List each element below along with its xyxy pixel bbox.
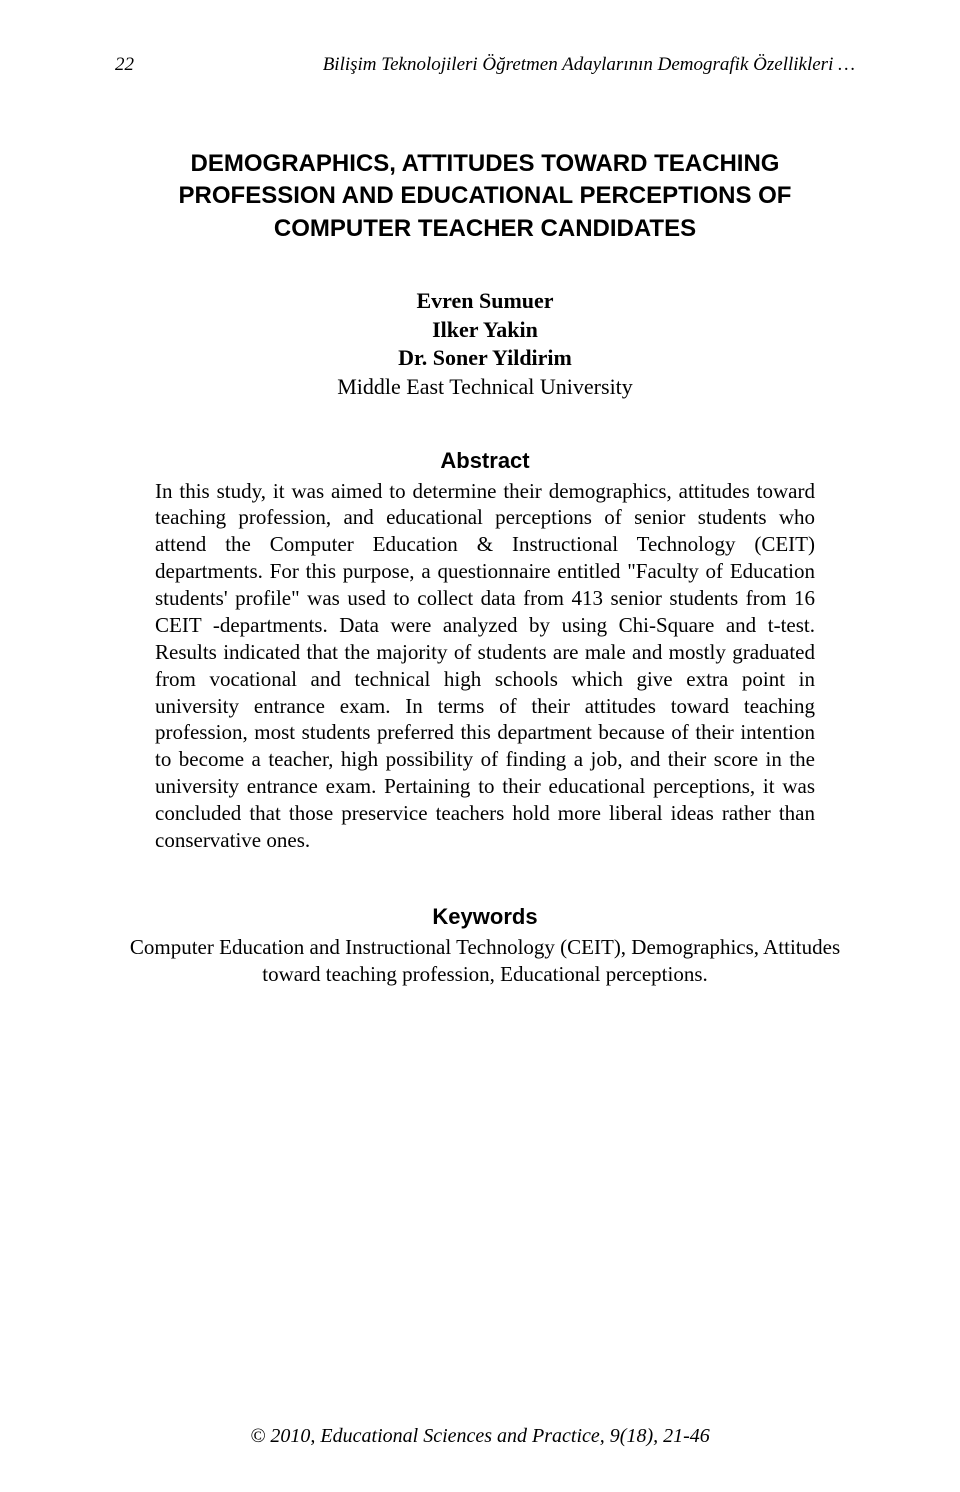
author-affiliation: Middle East Technical University	[115, 373, 855, 402]
author-name-3: Dr. Soner Yildirim	[115, 344, 855, 373]
author-name-1: Evren Sumuer	[115, 287, 855, 316]
author-name-2: Ilker Yakin	[115, 316, 855, 345]
running-title: Bilişim Teknolojileri Öğretmen Adayların…	[323, 54, 855, 76]
running-header: 22 Bilişim Teknolojileri Öğretmen Adayla…	[115, 54, 855, 76]
article-title: DEMOGRAPHICS, ATTITUDES TOWARD TEACHING …	[115, 148, 855, 245]
footer-citation: © 2010, Educational Sciences and Practic…	[0, 1425, 960, 1448]
abstract-heading: Abstract	[115, 448, 855, 474]
keywords-body: Computer Education and Instructional Tec…	[115, 934, 855, 988]
keywords-heading: Keywords	[115, 904, 855, 930]
abstract-body: In this study, it was aimed to determine…	[155, 478, 815, 854]
authors-block: Evren Sumuer Ilker Yakin Dr. Soner Yildi…	[115, 287, 855, 401]
page-number: 22	[115, 54, 134, 76]
